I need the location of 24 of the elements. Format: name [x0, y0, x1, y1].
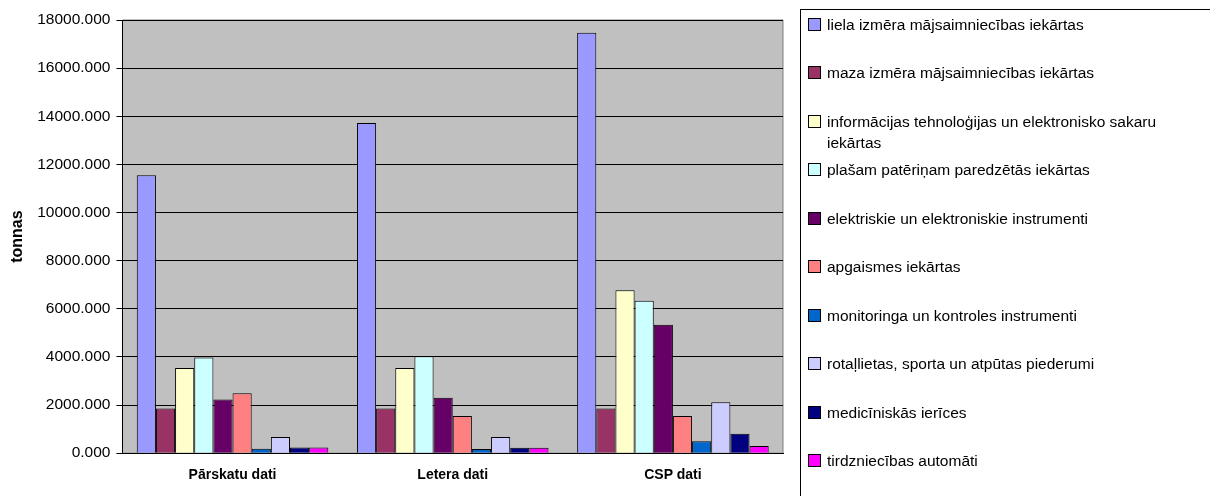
- y-tick-label: 18000.000: [37, 10, 111, 28]
- y-tick-label: 4000.000: [45, 347, 111, 365]
- legend-label: medicīniskās ierīces: [827, 402, 968, 423]
- legend-label: plašam patēriņam paredzētās iekārtas: [827, 160, 1091, 181]
- y-tick-label: 16000.000: [37, 58, 111, 76]
- y-tick-label: 0.000: [71, 443, 111, 461]
- legend-label: apgaismes iekārtas: [827, 257, 962, 278]
- legend-label: maza izmēra mājsaimniecības iekārtas: [827, 63, 1096, 84]
- y-tick-label: 12000.000: [37, 154, 111, 172]
- y-tick-label: 8000.000: [45, 250, 111, 268]
- legend-label: rotaļlietas, sporta un atpūtas piederumi: [827, 354, 1096, 375]
- legend-label: informācijas tehnoloģijas un elektronisko sakaru iekārtas: [827, 111, 1158, 153]
- legend-label: elektriskie un elektroniskie instrumenti: [827, 208, 1090, 229]
- x-tick-label: CSP dati: [644, 466, 702, 483]
- y-tick-label: 14000.000: [37, 106, 111, 124]
- y-tick-label: 2000.000: [45, 395, 111, 413]
- legend-label: tirdzniecības automāti: [827, 450, 979, 471]
- y-axis-title: tonnas: [8, 210, 26, 263]
- legend-label: monitoringa un kontroles instrumenti: [827, 305, 1078, 326]
- x-tick-label: Pārskatu dati: [188, 466, 277, 483]
- y-tick-label: 10000.000: [37, 202, 111, 220]
- x-tick-label: Letera dati: [417, 466, 489, 483]
- y-tick-label: 6000.000: [45, 299, 111, 317]
- legend-label: liela izmēra mājsaimniecības iekārtas: [827, 15, 1085, 35]
